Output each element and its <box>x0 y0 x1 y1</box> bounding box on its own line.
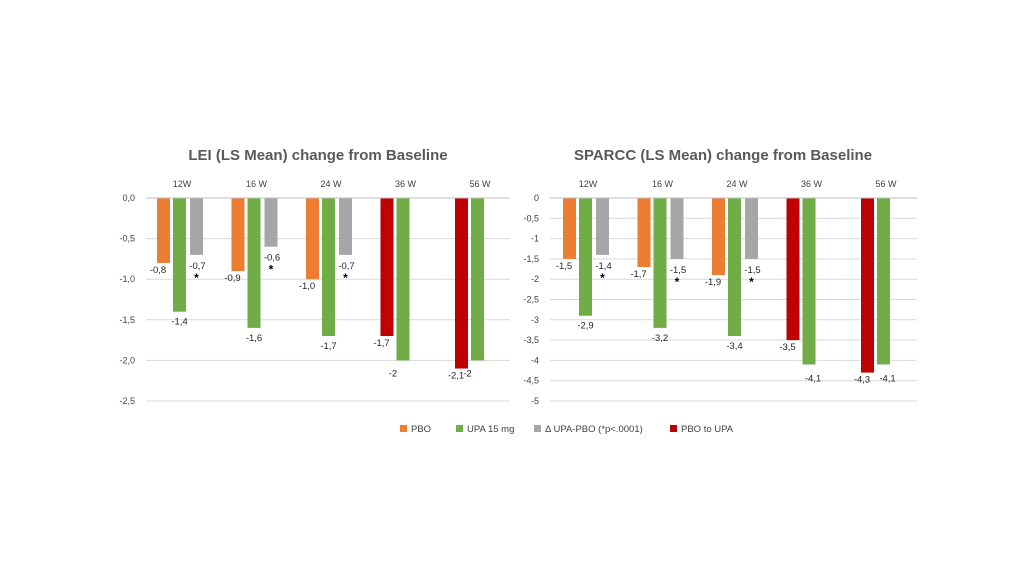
y-tick-label: 0 <box>534 193 539 203</box>
legend-label: UPA 15 mg <box>467 424 514 435</box>
legend-label: PBO to UPA <box>681 424 734 435</box>
data-label: -0,6 <box>264 253 280 264</box>
y-tick-label: -4,5 <box>523 376 539 386</box>
bar <box>173 198 186 312</box>
category-label: 16 W <box>246 179 268 189</box>
bar <box>455 198 468 369</box>
category-label: 16 W <box>652 179 674 189</box>
y-tick-label: -2,5 <box>523 295 539 305</box>
significance-star: * <box>343 271 348 285</box>
data-label: -1,5 <box>670 265 686 276</box>
legend-swatch <box>670 425 677 432</box>
bar <box>877 198 890 365</box>
data-label: -1,4 <box>171 317 187 328</box>
bar <box>861 198 874 373</box>
category-label: 24 W <box>320 179 342 189</box>
data-label: -4,3 <box>854 375 870 386</box>
significance-star: * <box>269 263 274 277</box>
bar <box>728 198 741 337</box>
y-tick-label: -1,5 <box>523 254 539 264</box>
data-label: -1,9 <box>705 277 721 288</box>
data-label: -3,2 <box>652 333 668 344</box>
data-label: -0,9 <box>224 273 240 284</box>
data-label: -1,4 <box>595 261 611 272</box>
bar <box>712 198 725 276</box>
data-label: -2 <box>389 368 397 379</box>
data-label: -2,9 <box>577 321 593 332</box>
bar <box>745 198 758 259</box>
y-tick-label: -0,5 <box>119 234 135 244</box>
legend-label: PBO <box>411 424 431 435</box>
bar <box>653 198 667 328</box>
data-label: -0,7 <box>338 261 354 272</box>
data-label: -1,6 <box>246 333 262 344</box>
data-label: -1,7 <box>320 341 336 352</box>
data-label: -1,7 <box>630 269 646 280</box>
bar <box>231 198 245 272</box>
y-tick-label: -3,5 <box>523 335 539 345</box>
data-label: -0,7 <box>189 261 205 272</box>
legend-swatch <box>456 425 463 432</box>
y-tick-label: -3 <box>531 315 539 325</box>
bar <box>380 198 394 337</box>
y-tick-label: -1,5 <box>119 315 135 325</box>
bar <box>306 198 319 280</box>
y-tick-label: -1,0 <box>119 274 135 284</box>
significance-star: * <box>600 271 605 285</box>
legend: PBO UPA 15 mg Δ UPA-PBO (*p<.0001) PBO to U… <box>400 424 734 435</box>
y-tick-label: -5 <box>531 396 539 406</box>
category-label: 24 W <box>726 179 748 189</box>
bar <box>247 198 261 328</box>
data-label: -2 <box>463 368 471 379</box>
data-label: -0,8 <box>150 265 166 276</box>
lei-chart: LEI (LS Mean) change from Baseline 0,0 -0… <box>119 147 510 406</box>
bar <box>339 198 352 255</box>
y-tick-label: -2 <box>531 274 539 284</box>
y-tick-label: -4 <box>531 355 539 365</box>
bar <box>563 198 576 259</box>
bar <box>264 198 278 247</box>
data-label: -4,1 <box>879 373 895 384</box>
data-label: -1,5 <box>556 261 572 272</box>
legend-swatch <box>534 425 541 432</box>
data-label: -1,7 <box>373 338 389 349</box>
y-tick-label: -0,5 <box>523 213 539 223</box>
bar <box>396 198 410 361</box>
bar <box>471 198 484 361</box>
y-tick-label: -1 <box>531 234 539 244</box>
bar <box>579 198 592 316</box>
significance-star: * <box>675 275 680 289</box>
bar <box>157 198 170 263</box>
data-label: -1,0 <box>299 281 315 292</box>
bar <box>802 198 816 365</box>
bar <box>637 198 651 268</box>
category-label: 12W <box>579 179 598 189</box>
legend-swatch <box>400 425 407 432</box>
data-label: -3,5 <box>779 342 795 353</box>
significance-star: * <box>749 275 754 289</box>
data-label: -4,1 <box>805 373 821 384</box>
category-label: 36 W <box>395 179 417 189</box>
sparcc-chart: SPARCC (LS Mean) change from Baseline 0 -… <box>523 147 917 406</box>
bar <box>786 198 800 341</box>
y-tick-label: -2,5 <box>119 396 135 406</box>
chart-title: SPARCC (LS Mean) change from Baseline <box>574 147 872 164</box>
chart-title: LEI (LS Mean) change from Baseline <box>188 147 447 164</box>
category-label: 56 W <box>469 179 491 189</box>
category-label: 36 W <box>801 179 823 189</box>
bar <box>190 198 203 255</box>
category-label: 56 W <box>875 179 897 189</box>
data-label: -3,4 <box>726 341 742 352</box>
data-label: -2,1 <box>448 371 464 382</box>
bar <box>670 198 684 259</box>
y-tick-label: 0,0 <box>122 193 135 203</box>
category-label: 12W <box>173 179 192 189</box>
bar <box>322 198 335 337</box>
y-tick-label: -2,0 <box>119 355 135 365</box>
significance-star: * <box>194 271 199 285</box>
bar <box>596 198 609 255</box>
data-label: -1,5 <box>744 265 760 276</box>
legend-label: Δ UPA-PBO (*p<.0001) <box>545 424 643 435</box>
